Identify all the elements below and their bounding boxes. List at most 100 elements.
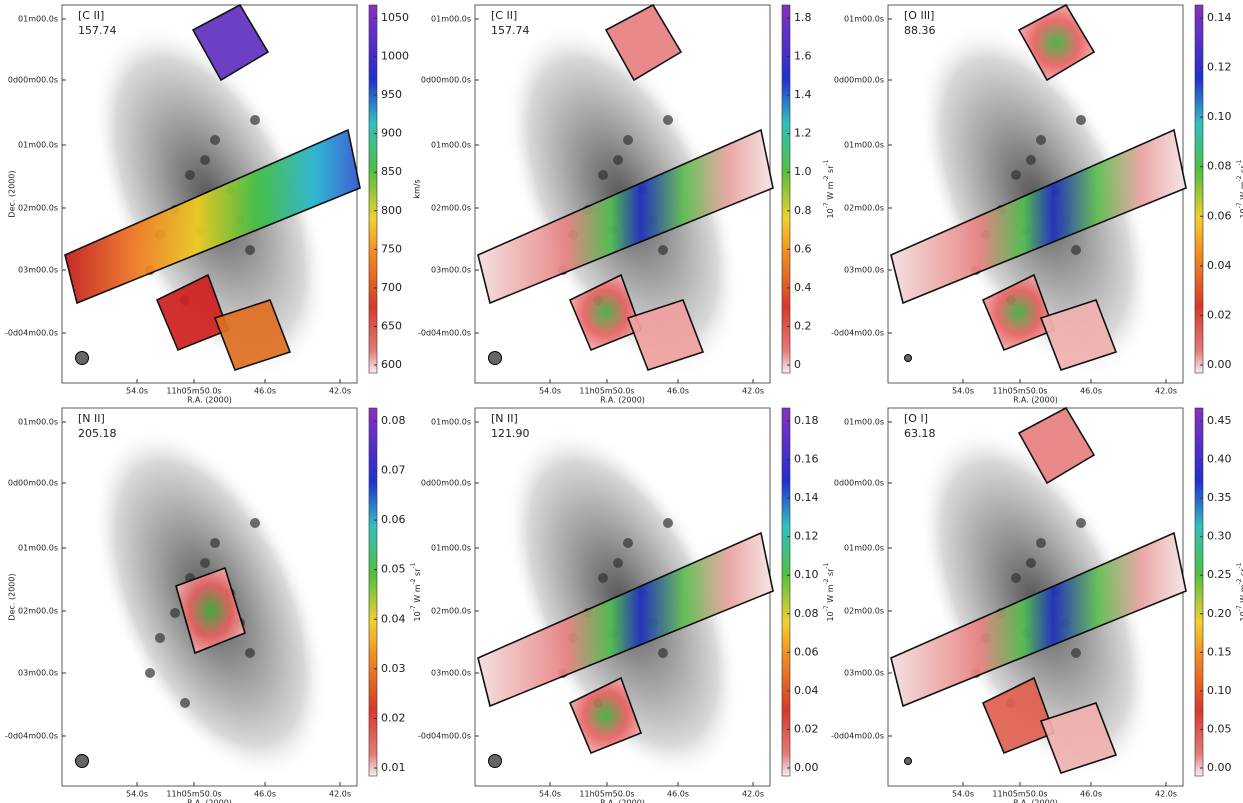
x-tick-label: 11h05m50.0s <box>992 790 1047 799</box>
colorbar <box>1195 5 1203 373</box>
line-name: [O III] <box>904 9 934 22</box>
panel: [N II]121.9001m00.0s0d00m00.0s01m00.0s02… <box>418 391 835 803</box>
x-tick-label: 11h05m50.0s <box>579 387 634 396</box>
colorbar-tick-label: 0.16 <box>794 453 819 466</box>
colorbar-tick-label: 1.0 <box>794 165 812 178</box>
galaxy-knot <box>613 558 623 568</box>
galaxy-knot <box>210 538 220 548</box>
galaxy-knot <box>200 558 210 568</box>
beam <box>489 755 502 768</box>
colorbar-tick-label: 0.08 <box>381 414 406 427</box>
colorbar-tick-label: 0.10 <box>794 568 819 581</box>
colorbar-tick-label: 0.07 <box>381 464 406 477</box>
colorbar-tick-label: 0.08 <box>794 607 819 620</box>
line-name: [N II] <box>491 412 518 425</box>
galaxy-knot <box>613 155 623 165</box>
y-tick-label: 0d00m00.0s <box>8 479 58 488</box>
beam <box>489 352 502 365</box>
x-tick-label: 11h05m50.0s <box>166 790 221 799</box>
x-tick-label: 11h05m50.0s <box>992 387 1047 396</box>
x-tick-label: 11h05m50.0s <box>579 790 634 799</box>
y-tick-label: 01m00.0s <box>844 418 884 427</box>
x-tick-label: 46.0s <box>254 790 276 799</box>
colorbar-tick-label: 0.20 <box>1207 607 1232 620</box>
panel: [C II]157.7401m00.0s0d00m00.0s01m00.0s02… <box>5 0 422 412</box>
galaxy-knot <box>1026 155 1036 165</box>
galaxy-knot <box>1071 245 1081 255</box>
colorbar-label: 10-7 W m-2 sr-1 <box>410 562 422 621</box>
x-tick-label: 46.0s <box>667 790 689 799</box>
galaxy-knot <box>598 170 608 180</box>
y-axis-label: Dec. (2000) <box>8 170 17 217</box>
wavelength: 157.74 <box>78 24 117 37</box>
y-tick-label: 01m00.0s <box>431 418 471 427</box>
colorbar <box>369 5 377 373</box>
galaxy-knot <box>663 115 673 125</box>
colorbar-tick-label: 0.18 <box>794 414 819 427</box>
colorbar <box>369 408 377 776</box>
colorbar-tick-label: 0.02 <box>381 711 406 724</box>
colorbar-tick-label: 0.05 <box>1207 722 1232 735</box>
y-tick-label: -0d04m00.0s <box>5 329 58 338</box>
galaxy-knot <box>1036 538 1046 548</box>
galaxy-knot <box>623 538 633 548</box>
colorbar-tick-label: 650 <box>381 319 402 332</box>
colorbar-tick-label: 0.06 <box>381 513 406 526</box>
figure: [C II]157.7401m00.0s0d00m00.0s01m00.0s02… <box>0 0 1243 803</box>
galaxy-knot <box>210 135 220 145</box>
galaxy-knot <box>245 245 255 255</box>
y-tick-label: 03m00.0s <box>18 266 58 275</box>
y-tick-label: 01m00.0s <box>18 15 58 24</box>
colorbar-unit-part: 10 <box>413 611 422 621</box>
wavelength: 63.18 <box>904 427 936 440</box>
galaxy-knot <box>145 668 155 678</box>
galaxy-knot <box>200 155 210 165</box>
y-tick-label: 02m00.0s <box>18 204 58 213</box>
panel: [O I]63.1801m00.0s0d00m00.0s01m00.0s02m0… <box>831 391 1243 803</box>
x-axis-label: R.A. (2000) <box>187 799 232 803</box>
x-tick-label: 42.0s <box>329 387 351 396</box>
colorbar-tick-label: 0.25 <box>1207 568 1232 581</box>
x-tick-label: 54.0s <box>539 387 561 396</box>
colorbar <box>1195 408 1203 776</box>
colorbar-tick-label: 0.15 <box>1207 645 1232 658</box>
line-name: [N II] <box>78 412 105 425</box>
galaxy-knot <box>658 648 668 658</box>
colorbar-tick-label: 950 <box>381 88 402 101</box>
colorbar-tick-label: 0.00 <box>794 761 819 774</box>
x-tick-label: 46.0s <box>1080 790 1102 799</box>
colorbar-unit-part: W m <box>826 181 835 202</box>
galaxy-knot <box>623 135 633 145</box>
colorbar-tick-label: 0.14 <box>1207 11 1232 24</box>
x-axis-label: R.A. (2000) <box>600 799 645 803</box>
colorbar-tick-label: 0.30 <box>1207 530 1232 543</box>
wavelength: 88.36 <box>904 24 936 37</box>
y-tick-label: 0d00m00.0s <box>834 479 884 488</box>
colorbar-tick-label: 0.03 <box>381 662 406 675</box>
colorbar-tick-label: 1.4 <box>794 88 812 101</box>
colorbar-tick-label: 0.6 <box>794 242 812 255</box>
galaxy-knot <box>1036 135 1046 145</box>
colorbar-unit-part: -1 <box>1236 159 1243 165</box>
galaxy-knot <box>185 170 195 180</box>
galaxy-knot <box>180 698 190 708</box>
colorbar-tick-label: 0.05 <box>381 563 406 576</box>
wavelength: 121.90 <box>491 427 530 440</box>
colorbar-tick-label: 0.14 <box>794 491 819 504</box>
colorbar-tick-label: 800 <box>381 204 402 217</box>
x-tick-label: 42.0s <box>1155 387 1177 396</box>
colorbar-tick-label: 0.00 <box>1207 761 1232 774</box>
y-tick-label: 03m00.0s <box>844 669 884 678</box>
colorbar-tick-label: 1050 <box>381 11 409 24</box>
x-tick-label: 42.0s <box>1155 790 1177 799</box>
colorbar-tick-label: 900 <box>381 127 402 140</box>
y-tick-label: 02m00.0s <box>431 607 471 616</box>
beam <box>905 355 912 362</box>
colorbar <box>782 408 790 776</box>
colorbar-tick-label: 0.06 <box>1207 209 1232 222</box>
colorbar-tick-label: 0.8 <box>794 204 812 217</box>
colorbar-tick-label: 0.2 <box>794 319 812 332</box>
colorbar-unit-part: 10 <box>826 208 835 218</box>
colorbar-tick-label: 0 <box>794 358 801 371</box>
colorbar-unit-part: W m <box>826 584 835 605</box>
